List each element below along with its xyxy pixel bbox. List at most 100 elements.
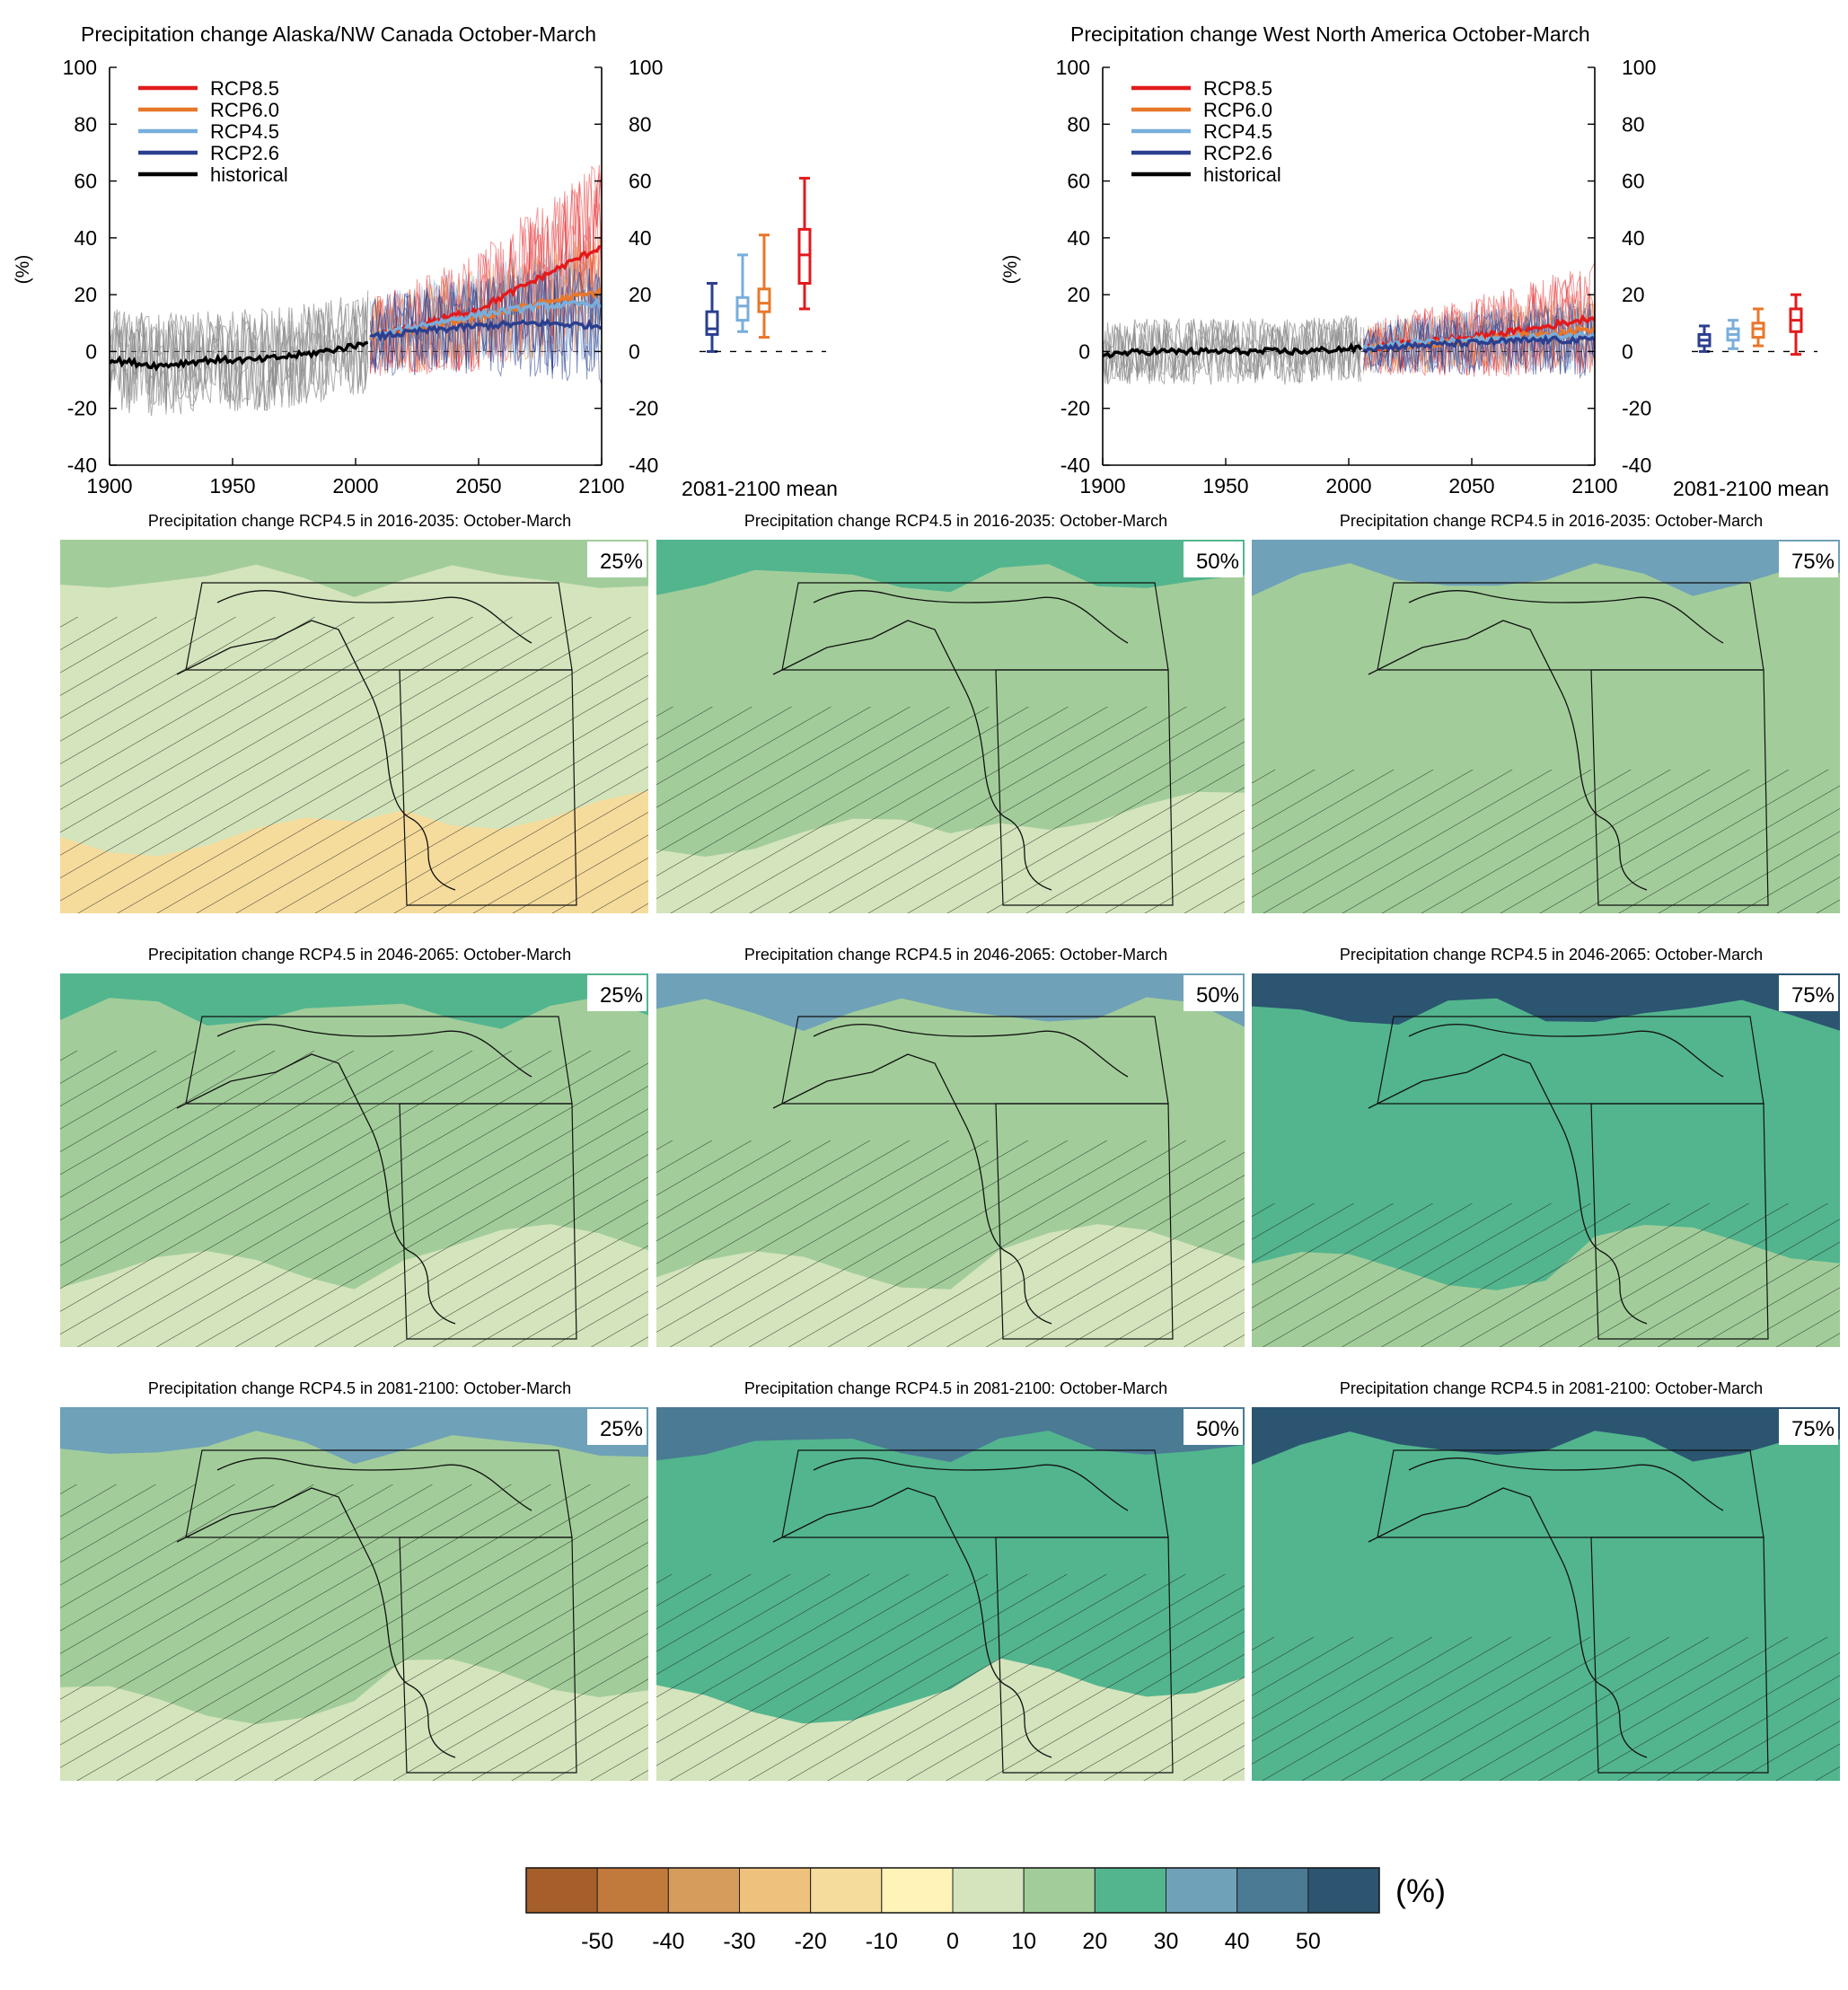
region-box-wna [1590,1537,1769,1774]
y-tick-label-right: 20 [629,283,652,306]
percentile-badge-bg [1184,975,1243,1011]
legend-entry: historical [1203,163,1281,186]
y-tick-label-left: 0 [85,339,97,363]
y-tick-label-right: 80 [629,112,652,136]
boxplot-box [705,310,719,336]
coastline [772,1457,1129,1758]
y-tick-label-right: -40 [1622,453,1651,477]
y-tick-label-right: 40 [629,226,652,250]
colorbar-tick-label: -30 [723,1929,755,1954]
map-hatching [60,1051,648,1347]
region-box-wna [399,669,577,906]
legend-entry: historical [210,163,288,186]
region-box-wna [995,1103,1174,1340]
colorbar-tick-label: -20 [795,1929,827,1954]
map-region-north [60,1407,648,1465]
region-box-wna [1590,669,1769,906]
colorbar-swatch [1236,1867,1309,1914]
colorbar-tick-label: 30 [1154,1929,1179,1954]
colorbar: (%) -50 -40 -30 -20 -10 0 10 20 30 40 50 [525,1867,1446,1954]
ensemble-member-line [369,173,602,374]
x-tick-label: 1950 [209,474,255,498]
colorbar-swatch [1023,1867,1096,1914]
percentile-badge-bg [1184,1409,1243,1445]
map-panel-title: Precipitation change RCP4.5 in 2016-2035… [744,512,1167,530]
historical-member-line [110,304,369,415]
percentile-badge-bg [1779,975,1838,1011]
map-hatching [1252,1203,1840,1347]
y-tick-label-left: -20 [67,397,97,420]
series-mean-line-historical [110,340,369,372]
coastline [772,590,1129,891]
map-field [60,540,648,913]
y-tick-label-left: 60 [74,170,97,193]
boxplot-label: 2081-2100 mean [682,477,838,500]
map-region-north [656,540,1245,595]
y-tick-label-left: -40 [67,453,97,477]
y-tick-label-right: 60 [629,170,652,193]
y-tick-label-right: 0 [629,339,640,363]
map-panel: Precipitation change RCP4.5 in 2016-2035… [60,512,648,913]
y-tick-label-left: 0 [1078,339,1090,363]
legend-entry: RCP4.5 [1203,120,1272,143]
legend-entry: RCP8.5 [210,77,279,100]
colorbar-swatch [667,1867,740,1914]
ensemble-member-line [1362,303,1595,373]
colorbar-tick-label: -40 [652,1929,684,1954]
y-tick-label-left: -40 [1060,453,1090,477]
region-box-wna [399,1537,577,1774]
map-panel-title: Precipitation change RCP4.5 in 2081-2100… [1340,1379,1763,1397]
timeseries-west-north-america: Precipitation change West North America … [1000,22,1829,500]
x-tick-label: 1900 [1079,474,1125,498]
y-tick-label-left: 60 [1067,170,1090,193]
y-tick-label-right: 100 [1622,56,1656,79]
coastline [176,1024,532,1325]
y-tick-label-right: 100 [629,56,663,79]
series-mean-line-rcp45 [369,297,602,339]
percentile-label: 25% [600,983,643,1008]
series-mean-line-rcp26 [369,318,602,342]
historical-member-line [1103,314,1362,383]
map-panel: Precipitation change RCP4.5 in 2081-2100… [656,1379,1245,1781]
percentile-label: 50% [1196,550,1239,574]
y-axis-label: (%) [1000,255,1021,285]
colorbar-swatch [881,1867,954,1914]
ensemble-members [1103,262,1595,386]
legend-entry: RCP2.6 [1203,142,1272,164]
y-tick-label-right: 40 [1622,226,1645,250]
map-panel-title: Precipitation change RCP4.5 in 2081-2100… [148,1379,571,1397]
colorbar-swatch [810,1867,883,1914]
historical-member-line [110,300,369,415]
colorbar-tick-label: -50 [581,1929,613,1954]
legend-entry: RCP8.5 [1203,77,1272,100]
legend-entry: RCP2.6 [210,142,279,164]
map-region-north [656,1407,1245,1462]
map-grid: Precipitation change RCP4.5 in 2016-2035… [60,512,1840,1781]
boxplot-box [1751,321,1765,339]
map-region-north [60,973,648,1029]
ensemble-member-line [1362,298,1595,373]
map-field [60,973,648,1347]
percentile-badge-bg [1184,542,1243,577]
chart-title: Precipitation change West North America … [1070,22,1590,46]
map-region-north [60,540,648,597]
boxplot-group [1692,293,1817,357]
y-tick-label-left: 80 [1067,112,1090,136]
coastline [1368,1457,1724,1758]
map-panel-title: Precipitation change RCP4.5 in 2016-2035… [148,512,571,530]
x-tick-label: 1950 [1202,474,1248,498]
x-tick-label: 2000 [1325,474,1371,498]
boxplot-box [757,287,771,313]
colorbar-swatch [739,1867,812,1914]
y-tick-label-right: 0 [1622,339,1633,363]
map-panel: Precipitation change RCP4.5 in 2016-2035… [656,512,1245,913]
map-panel-title: Precipitation change RCP4.5 in 2046-2065… [744,946,1167,964]
colorbar-swatch [525,1867,598,1914]
y-axis-label: (%) [13,255,33,285]
percentile-badge-bg [587,975,647,1011]
ensemble-member-line [369,173,602,374]
x-tick-label: 1900 [86,474,132,498]
map-panel: Precipitation change RCP4.5 in 2016-2035… [1252,512,1840,913]
